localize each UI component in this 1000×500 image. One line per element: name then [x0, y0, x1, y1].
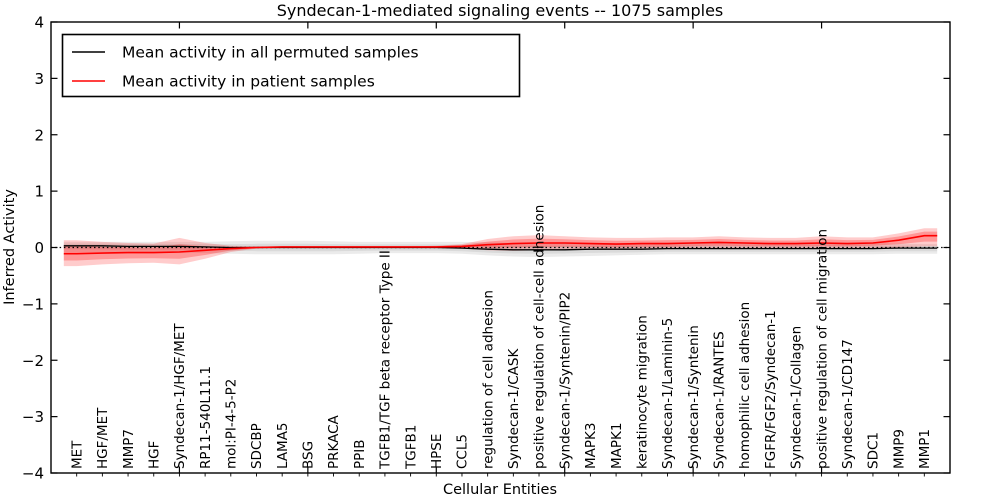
x-tick-label: SDC1	[866, 432, 882, 469]
y-tick-labels: 4 3 2 1 0 −1 −2 −3 −4	[22, 14, 44, 483]
x-tick-label: Syndecan-1/Syntenin/PIP2	[557, 292, 573, 469]
legend-label-permuted: Mean activity in all permuted samples	[122, 44, 419, 62]
patient-band-outer	[63, 228, 938, 267]
x-tick-label: FGFR/FGF2/Syndecan-1	[763, 310, 779, 469]
x-tick-label: Syndecan-1/HGF/MET	[172, 323, 188, 469]
x-tick-label: SDCBP	[249, 423, 265, 469]
x-tick-label: CCL5	[455, 434, 471, 469]
x-tick-label: RP11-540L11.1	[198, 366, 214, 469]
chart-title: Syndecan-1-mediated signaling events -- …	[277, 1, 724, 20]
x-tick-label: Syndecan-1/RANTES	[712, 331, 728, 469]
y-tick-label: 0	[34, 239, 44, 257]
y-tick-label: −2	[22, 352, 44, 370]
x-tick-label: MAPK3	[583, 423, 599, 469]
x-tick-label: PRKACA	[326, 414, 342, 469]
y-tick-label: 4	[34, 14, 44, 32]
x-tick-label: MAPK1	[609, 423, 625, 469]
x-tick-label: MMP7	[121, 429, 137, 469]
y-axis-label: Inferred Activity	[2, 189, 18, 305]
x-tick-label: regulation of cell adhesion	[480, 290, 496, 469]
x-tick-label: LAMA5	[275, 422, 291, 469]
legend-box	[61, 33, 521, 98]
x-tick-label: HGF/MET	[95, 407, 111, 469]
x-tick-label: Syndecan-1/Collagen	[789, 326, 805, 469]
x-tick-label: TGFB1	[403, 425, 419, 470]
y-tick-label: −4	[22, 465, 44, 483]
x-tick-label: Syndecan-1/Laminin-5	[660, 318, 676, 469]
plot-frame	[50, 21, 951, 474]
x-tick-label: TGFB1/TGF beta receptor Type II	[378, 250, 394, 470]
x-tick-label: HPSE	[429, 434, 445, 469]
permuted-mean-line	[63, 245, 938, 251]
legend: Mean activity in all permuted samples Me…	[61, 33, 521, 98]
y-tick-label: −1	[22, 295, 44, 313]
y-tick-label: 3	[34, 70, 44, 88]
x-tick-label: positive regulation of cell-cell adhesio…	[532, 205, 548, 469]
x-axis-label: Cellular Entities	[443, 482, 557, 498]
x-tick-label: mol:PI-4-5-P2	[224, 379, 240, 469]
patient-mean-line	[63, 234, 938, 255]
x-tick-label: positive regulation of cell migration	[814, 229, 830, 469]
x-tick-label: MMP9	[891, 429, 907, 469]
y-tick-label: 1	[34, 183, 44, 201]
x-tick-label: Syndecan-1/CD147	[840, 339, 856, 469]
x-tick-label: homophilic cell adhesion	[737, 302, 753, 469]
x-tick-label: PPIB	[352, 439, 368, 469]
x-tick-label: MET	[69, 440, 85, 469]
x-tick-label: Syndecan-1/CASK	[506, 348, 522, 469]
y-tick-label: 2	[34, 126, 44, 144]
x-tick-label: keratinocyte migration	[634, 315, 650, 469]
x-tick-labels: MET HGF/MET MMP7 HGF Syndecan-1/HGF/MET RP11-…	[69, 205, 933, 470]
x-tick-label: MMP1	[917, 429, 933, 469]
x-tick-label: HGF	[146, 441, 162, 469]
x-tick-label: BSG	[301, 441, 317, 469]
y-tick-label: −3	[22, 408, 44, 426]
patient-band-inner	[63, 231, 938, 261]
series-lines	[51, 234, 950, 255]
x-tick-label: Syndecan-1/Syntenin	[686, 325, 702, 469]
legend-label-patient: Mean activity in patient samples	[122, 73, 375, 91]
